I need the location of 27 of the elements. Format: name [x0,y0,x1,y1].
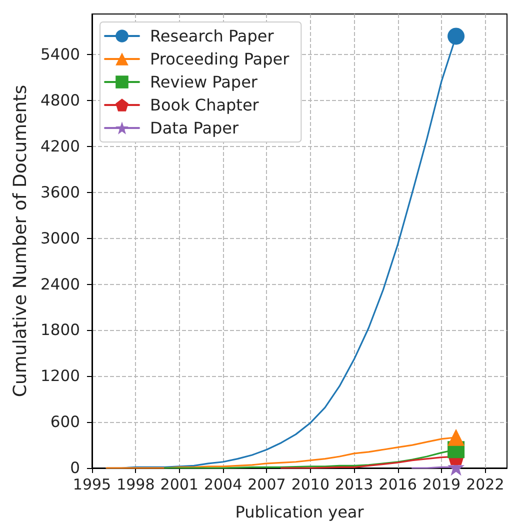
x-tick-label: 2010 [291,476,330,494]
y-tick-label: 4800 [40,92,80,110]
x-tick-label: 2016 [378,476,417,494]
y-tick-label: 1200 [40,367,80,386]
x-axis-title: Publication year [235,502,364,522]
y-tick-label: 0 [70,459,80,477]
legend-label: Research Paper [150,26,274,46]
y-tick-label: 3600 [40,183,80,202]
x-tick-label: 2022 [466,476,504,494]
x-tick-label: 1998 [116,476,155,494]
legend-label: Review Paper [150,72,258,92]
y-tick-label: 3000 [40,229,80,248]
x-tick-label: 2004 [204,476,242,494]
y-tick-label: 600 [50,413,80,432]
x-tick-label: 2019 [422,476,461,494]
x-tick-label: 2007 [248,476,286,494]
y-tick-label: 1800 [40,321,80,340]
x-tick-label: 1995 [72,476,112,494]
x-tick-label: 2001 [160,476,198,494]
x-tick-label: 2013 [335,476,374,494]
legend-label: Book Chapter [150,96,260,114]
y-tick-label: 4200 [40,137,80,156]
y-tick-label: 5400 [40,46,80,64]
legend-label: Data Paper [150,118,240,138]
legend-label: Proceeding Paper [150,50,290,68]
y-axis-title: Cumulative Number of Documents [10,84,32,398]
y-tick-label: 2400 [40,275,80,294]
